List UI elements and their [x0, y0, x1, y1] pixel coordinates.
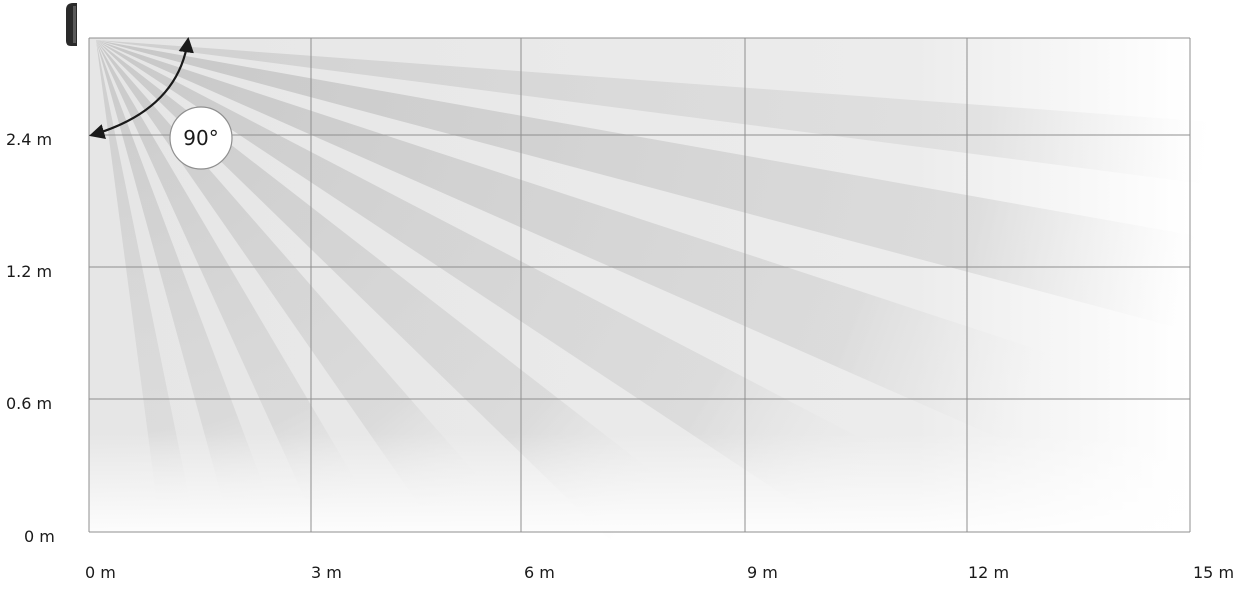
x-axis-labels: 0 m 3 m 6 m 9 m 12 m 15 m: [85, 563, 1234, 582]
angle-arrow-icon: [89, 36, 194, 139]
x-tick-15: 15 m: [1193, 563, 1234, 582]
x-tick-12: 12 m: [968, 563, 1009, 582]
x-tick-9: 9 m: [747, 563, 778, 582]
angle-circle: [169, 106, 233, 170]
x-tick-3: 3 m: [311, 563, 342, 582]
x-tick-0: 0 m: [85, 563, 116, 582]
angle-label: 90°: [183, 126, 218, 150]
y-tick-2-4: 2.4 m: [6, 130, 52, 149]
y-tick-1-2: 1.2 m: [6, 262, 52, 281]
y-axis-labels: 0 m 0.6 m 1.2 m 2.4 m: [6, 130, 55, 546]
angle-badge: 90°: [169, 106, 233, 170]
sensor-device-icon: [66, 3, 77, 46]
y-tick-0: 0 m: [24, 527, 55, 546]
zone-bottom-fade: [89, 38, 1190, 532]
x-tick-6: 6 m: [524, 563, 555, 582]
y-tick-0-6: 0.6 m: [6, 394, 52, 413]
grid: [88, 37, 1191, 533]
